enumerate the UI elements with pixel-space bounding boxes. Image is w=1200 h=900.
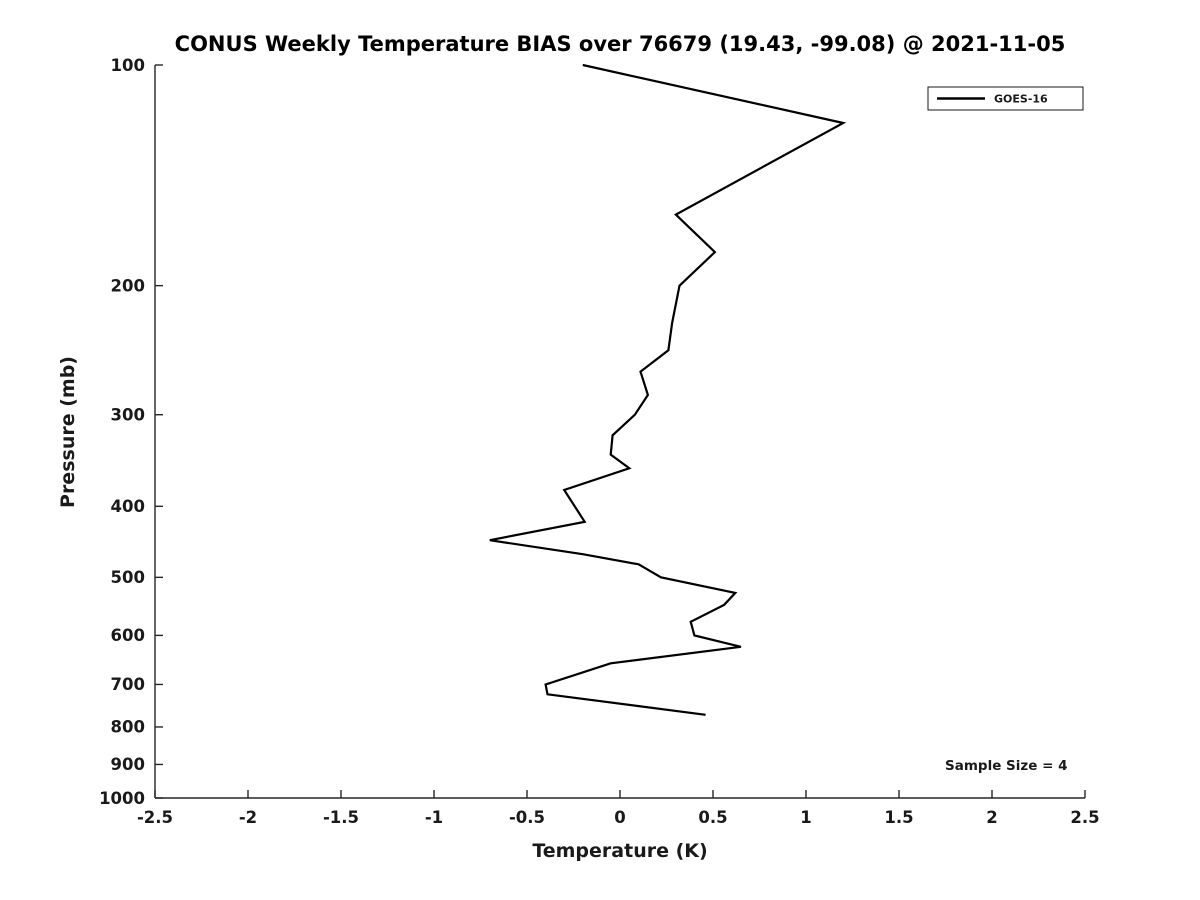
series-line-goes-16	[489, 63, 847, 716]
y-tick-label: 800	[111, 718, 145, 737]
axes	[154, 65, 1085, 799]
data-series	[489, 63, 847, 716]
chart-title: CONUS Weekly Temperature BIAS over 76679…	[174, 32, 1066, 56]
x-tick-label: 0.5	[698, 808, 727, 827]
y-tick-label: 700	[111, 675, 145, 694]
y-tick-label: 100	[111, 56, 145, 75]
y-tick-label: 1000	[99, 789, 145, 808]
y-tick-label: 300	[111, 406, 145, 425]
y-tick-label: 400	[111, 497, 145, 516]
x-tick-label: -1.5	[323, 808, 359, 827]
legend-box	[927, 86, 1084, 111]
sample-size-annotation: Sample Size = 4	[945, 758, 1068, 774]
y-tick-label: 600	[111, 626, 145, 645]
legend: GOES-16	[927, 86, 1084, 111]
x-tick-label: 1	[800, 808, 811, 827]
y-axis-ticks: 100 200 300 400 500 600 700 800 900 1000	[99, 56, 163, 808]
y-tick-label: 500	[111, 568, 145, 587]
x-tick-label: 1.5	[884, 808, 913, 827]
y-tick-label: 900	[111, 755, 145, 774]
x-axis-ticks: -2.5 -2 -1.5 -1 -0.5 0 0.5 1 1.5 2 2.5	[137, 790, 1100, 827]
x-tick-label: -0.5	[509, 808, 545, 827]
x-axis-label: Temperature (K)	[532, 840, 708, 862]
x-tick-label: -2.5	[137, 808, 173, 827]
annotation: Sample Size = 4	[945, 758, 1068, 774]
x-tick-label: 2	[986, 808, 997, 827]
x-tick-label: -1	[425, 808, 443, 827]
legend-label: GOES-16	[994, 92, 1048, 105]
y-tick-label: 200	[111, 276, 145, 295]
x-tick-label: 2.5	[1070, 808, 1099, 827]
x-tick-label: 0	[614, 808, 625, 827]
x-tick-label: -2	[239, 808, 257, 827]
